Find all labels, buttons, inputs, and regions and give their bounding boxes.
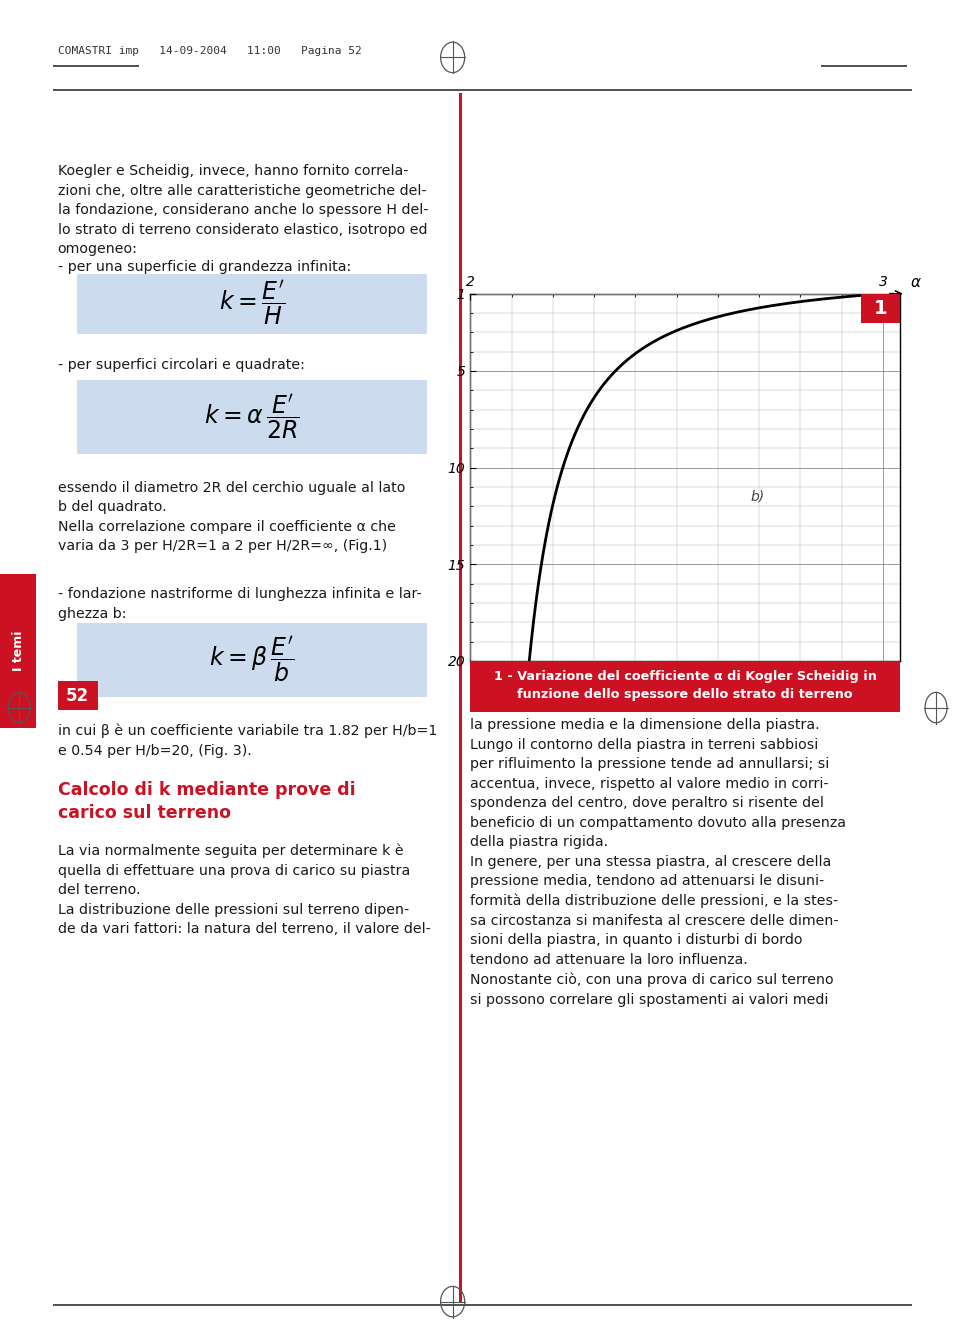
Text: la pressione media e la dimensione della piastra.
Lungo il contorno della piastr: la pressione media e la dimensione della… xyxy=(470,718,847,1007)
Text: in cui β è un coefficiente variabile tra 1.82 per H/b=1
e 0.54 per H/b=20, (Fig.: in cui β è un coefficiente variabile tra… xyxy=(58,724,437,757)
Text: $k = \alpha\,\dfrac{E'}{2R}$: $k = \alpha\,\dfrac{E'}{2R}$ xyxy=(204,392,300,442)
Text: b): b) xyxy=(751,490,765,503)
Text: $\mathsf{H\!/_{2R}}$: $\mathsf{H\!/_{2R}}$ xyxy=(484,690,509,705)
Text: La via normalmente seguita per determinare k è
quella di effettuare una prova di: La via normalmente seguita per determina… xyxy=(58,844,430,936)
Text: - per superfici circolari e quadrate:: - per superfici circolari e quadrate: xyxy=(58,358,304,371)
Text: $k = \dfrac{E'}{H}$: $k = \dfrac{E'}{H}$ xyxy=(219,279,285,328)
Text: 1 - Variazione del coefficiente α di Kogler Scheidig in
funzione dello spessore : 1 - Variazione del coefficiente α di Kog… xyxy=(493,670,876,701)
Text: $k = \beta\,\dfrac{E'}{b}$: $k = \beta\,\dfrac{E'}{b}$ xyxy=(209,635,295,685)
Text: I temi: I temi xyxy=(12,630,25,672)
Text: essendo il diametro 2R del cerchio uguale al lato
b del quadrato.
Nella correlaz: essendo il diametro 2R del cerchio ugual… xyxy=(58,481,405,553)
Text: Calcolo di k mediante prove di
carico sul terreno: Calcolo di k mediante prove di carico su… xyxy=(58,781,355,822)
Text: 52: 52 xyxy=(66,686,89,705)
Text: Koegler e Scheidig, invece, hanno fornito correla-
zioni che, oltre alle caratte: Koegler e Scheidig, invece, hanno fornit… xyxy=(58,164,428,256)
Text: COMASTRI imp   14-09-2004   11:00   Pagina 52: COMASTRI imp 14-09-2004 11:00 Pagina 52 xyxy=(58,45,361,56)
Text: - fondazione nastriforme di lunghezza infinita e lar-
ghezza b:: - fondazione nastriforme di lunghezza in… xyxy=(58,587,421,621)
Text: 1: 1 xyxy=(874,299,887,318)
Text: - per una superficie di grandezza infinita:: - per una superficie di grandezza infini… xyxy=(58,260,350,274)
Text: $\alpha$: $\alpha$ xyxy=(910,275,922,290)
